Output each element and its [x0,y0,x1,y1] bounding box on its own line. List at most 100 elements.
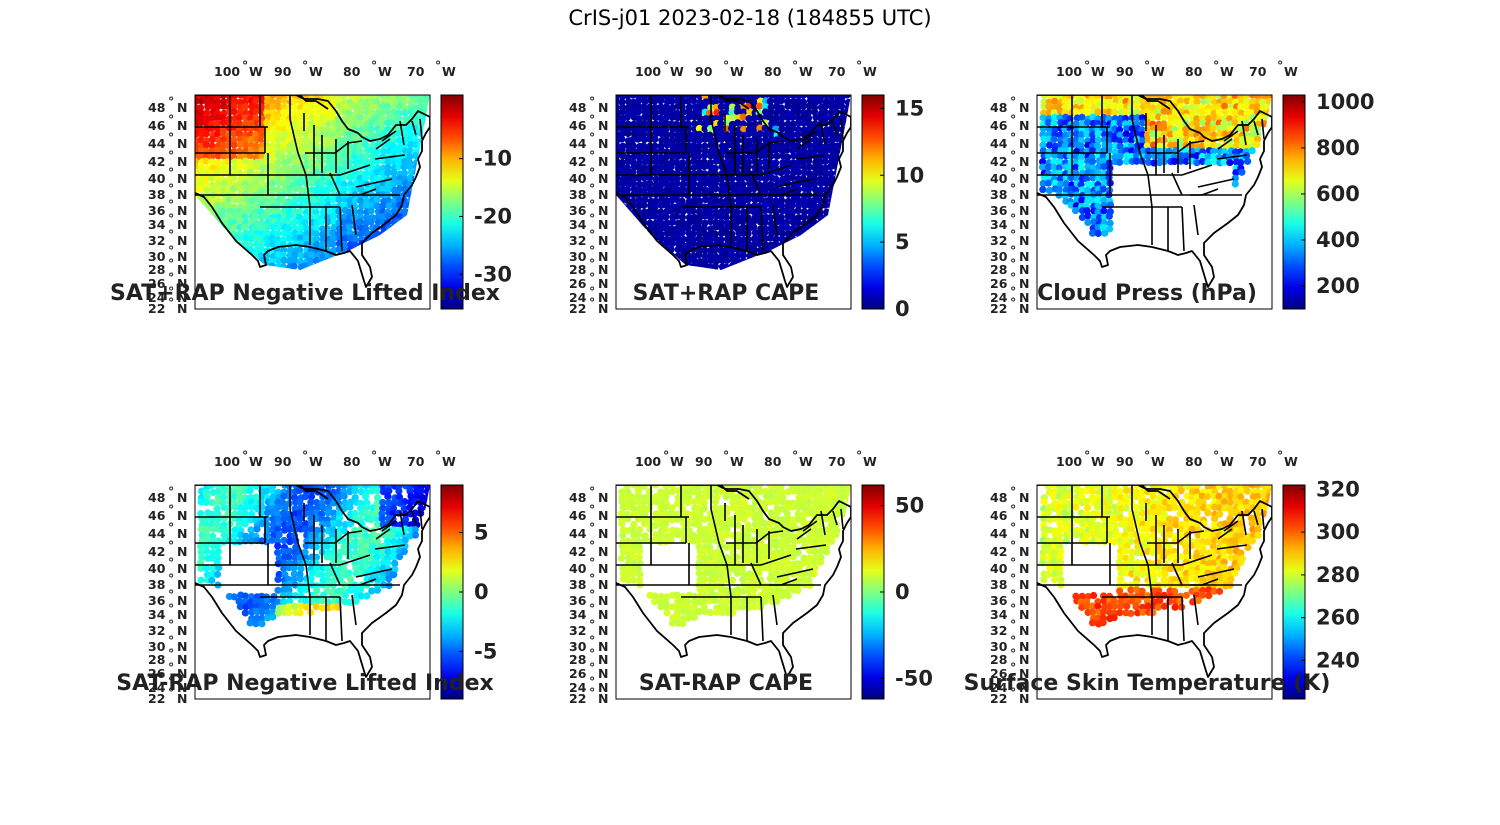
footprint [235,520,243,528]
footprint [384,212,392,220]
lat-label: 28 [569,262,586,277]
footprint [706,207,714,215]
footprint [795,214,803,222]
lon-label: 80 [1185,64,1203,79]
footprint [319,504,327,512]
footprint [727,124,736,133]
footprint [744,196,752,204]
footprint [269,487,277,496]
footprint [334,120,342,128]
footprint [795,168,803,176]
footprint [341,521,349,529]
footprint [390,553,398,561]
footprint [616,152,621,160]
lon-suffix: W [1220,64,1234,79]
footprint [279,251,287,259]
footprint [241,509,249,518]
footprint [766,97,774,105]
footprint [706,196,715,204]
lat-label: 26 [569,276,587,291]
footprint [368,587,376,595]
footprint [1077,153,1085,162]
footprint [689,207,697,215]
footprint [323,553,331,561]
lon-label: 70 [407,454,425,469]
footprint [723,219,731,227]
footprint [717,236,725,244]
footprint [323,103,331,111]
footprint [701,179,709,187]
footprint [231,526,239,534]
footprint [213,119,221,127]
footprint [295,208,304,216]
footprint [751,120,759,128]
footprint [771,146,780,154]
footprint [1089,174,1097,182]
footprint [264,130,272,138]
degree-mark: ° [723,58,729,73]
lat-label: 32 [990,233,1007,248]
boundaries [1037,95,1272,288]
footprint [1039,179,1047,188]
footprint [280,536,288,545]
footprint [624,120,632,128]
footprint [297,103,305,112]
footprint [395,487,403,495]
footprint [1139,119,1147,127]
footprint [713,257,721,265]
footprint [695,162,703,171]
footprint [417,102,425,111]
lat-label: 28 [148,652,165,667]
degree-mark: ° [1010,243,1016,258]
footprint [745,115,753,123]
footprint [247,135,255,144]
lat-label: 40 [990,171,1008,186]
footprint [690,185,698,193]
footprint [302,542,310,550]
footprint [307,498,315,506]
footprint [329,526,337,534]
footprint [313,564,321,573]
footprint [755,239,763,248]
footprint [1101,229,1109,237]
footprint [268,196,276,204]
canada-border [195,95,329,110]
degree-mark: ° [168,130,174,145]
lat-label: 44 [148,136,166,151]
lat-suffix: N [1019,301,1029,316]
footprint [663,141,671,149]
footprint [1106,219,1114,227]
footprint [258,620,266,628]
boundaries [616,95,851,288]
footprint [700,162,708,171]
lat-suffix: N [177,276,187,291]
footprint [411,96,419,105]
footprint [624,174,632,183]
footprint [1231,148,1240,156]
degree-mark: ° [168,284,174,299]
footprint [728,175,736,183]
footprint [346,98,354,106]
lat-suffix: N [598,187,608,202]
footprint [379,147,388,155]
footprint [1170,157,1179,166]
footprint [236,140,245,149]
state-boundary [313,515,349,565]
footprint [701,125,709,133]
footprint [345,104,353,112]
degree-mark: ° [168,112,174,127]
footprint [1099,124,1107,132]
map-panel-nli-total: 100 ° W 90 ° W 80 ° W 70 ° W 48 ° N 46 ° N 44 ° N 42 ° N 40 ° N 38 °… [100,55,570,335]
footprint [827,162,835,171]
footprint [652,175,660,183]
footprint [346,503,354,511]
footprint [1182,113,1190,121]
footprint [1259,98,1267,106]
footprint [667,207,675,215]
footprint [685,107,693,116]
footprint [772,175,780,183]
footprint [734,235,742,243]
footprint [1243,124,1251,132]
footprint [252,97,260,105]
footprint [1243,142,1251,150]
